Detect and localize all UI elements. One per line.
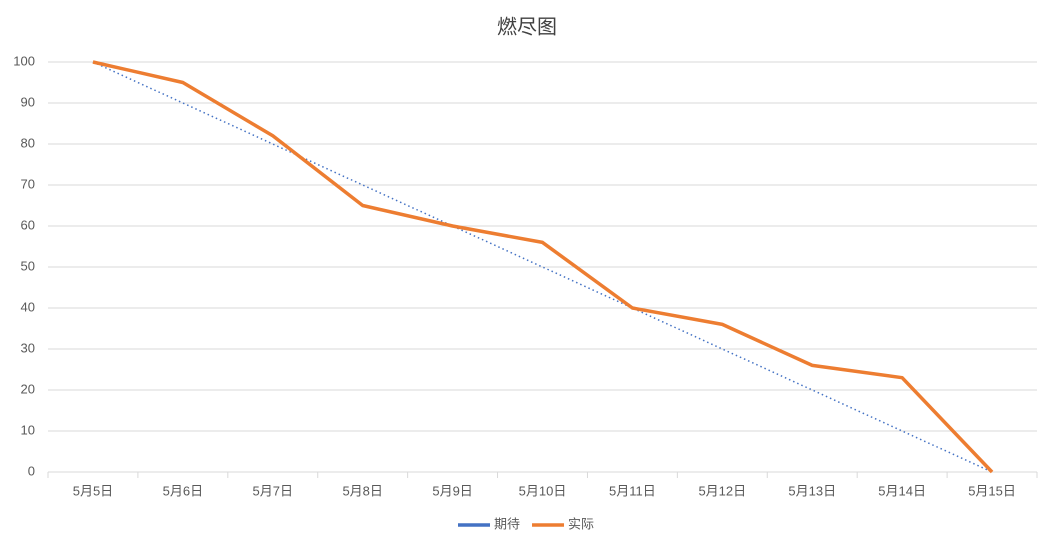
y-tick-label: 20	[21, 381, 35, 396]
x-tick-label: 5月9日	[432, 483, 472, 498]
y-tick-label: 50	[21, 258, 35, 273]
y-tick-label: 30	[21, 340, 35, 355]
x-tick-label: 5月6日	[163, 483, 203, 498]
x-tick-label: 5月10日	[519, 483, 567, 498]
x-tick-label: 5月11日	[609, 483, 656, 498]
x-tick-label: 5月15日	[968, 483, 1016, 498]
y-tick-label: 60	[21, 217, 35, 232]
y-tick-label: 10	[21, 422, 35, 437]
legend-label: 实际	[568, 516, 594, 531]
x-tick-label: 5月8日	[342, 483, 382, 498]
y-tick-label: 100	[13, 53, 35, 68]
x-tick-label: 5月14日	[878, 483, 926, 498]
legend-label: 期待	[494, 516, 520, 531]
x-tick-label: 5月13日	[788, 483, 836, 498]
y-tick-label: 0	[28, 463, 35, 478]
x-tick-label: 5月12日	[698, 483, 746, 498]
y-tick-label: 90	[21, 94, 35, 109]
x-tick-label: 5月7日	[253, 483, 293, 498]
x-tick-label: 5月5日	[73, 483, 113, 498]
y-tick-label: 40	[21, 299, 35, 314]
y-tick-label: 70	[21, 176, 35, 191]
series-line	[92, 60, 994, 474]
y-tick-label: 80	[21, 135, 35, 150]
chart-title: 燃尽图	[497, 15, 557, 38]
